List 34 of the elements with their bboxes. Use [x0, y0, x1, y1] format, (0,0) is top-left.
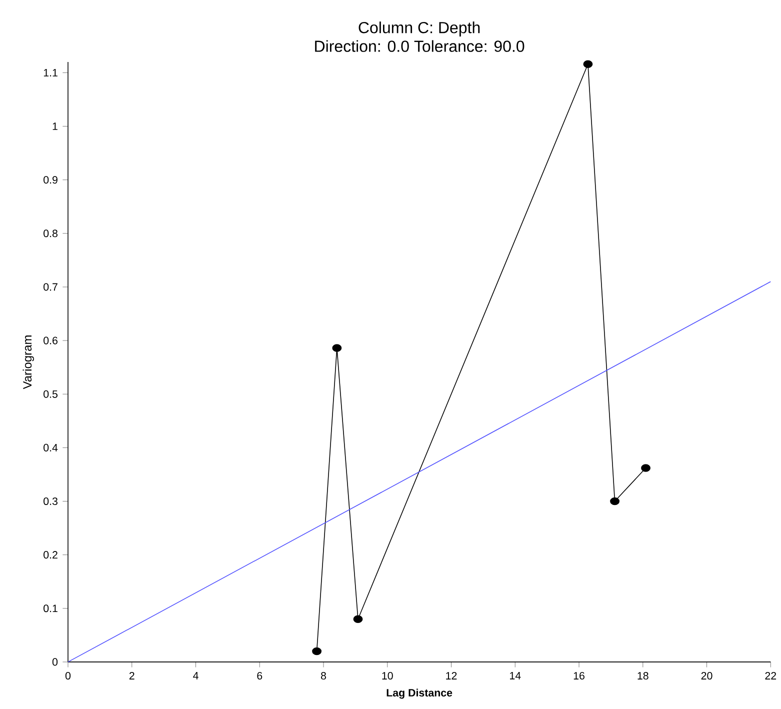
point: [610, 497, 620, 506]
x-tick-label: 20: [701, 672, 712, 680]
point: [312, 647, 322, 656]
y-tick-label: 1.1: [44, 69, 58, 76]
x-tick-label: 10: [382, 672, 393, 680]
y-tick-label: 0.9: [44, 176, 58, 184]
x-tick-label: 2: [129, 672, 134, 680]
y-tick-label: 0.8: [44, 230, 58, 238]
x-axis-title: Lag Distance: [386, 688, 452, 699]
point: [583, 60, 593, 68]
y-tick-label: 0.7: [44, 283, 58, 291]
x-tick-label: 8: [320, 672, 326, 680]
y-tick-label: 0: [52, 658, 58, 666]
point: [332, 344, 342, 352]
x-tick-label: 14: [510, 672, 521, 680]
x-tick-label: 6: [257, 672, 262, 680]
x-tick-label: 16: [574, 672, 584, 680]
x-tick-label: 18: [638, 672, 648, 680]
y-tick-label: 0.2: [44, 551, 58, 559]
y-tick-label: 0.1: [44, 604, 58, 612]
chart-subtitle: Direction: 0.0 Tolerance: 90.0: [315, 40, 524, 52]
x-tick-label: 0: [65, 672, 71, 680]
y-axis-title: Variogram: [22, 336, 34, 390]
y-tick-label: 1: [52, 122, 58, 130]
x-tick-label: 4: [193, 672, 198, 680]
x-tick-label: 22: [765, 672, 776, 680]
y-tick-label: 0.5: [44, 390, 58, 398]
y-tick-label: 0.3: [44, 497, 58, 506]
point: [641, 464, 650, 472]
x-tick-label: 12: [446, 672, 457, 680]
y-tick-label: 0.4: [44, 444, 58, 452]
point: [353, 615, 363, 623]
chart-title: Column C: Depth: [358, 22, 480, 36]
y-tick-label: 0.6: [44, 336, 58, 344]
